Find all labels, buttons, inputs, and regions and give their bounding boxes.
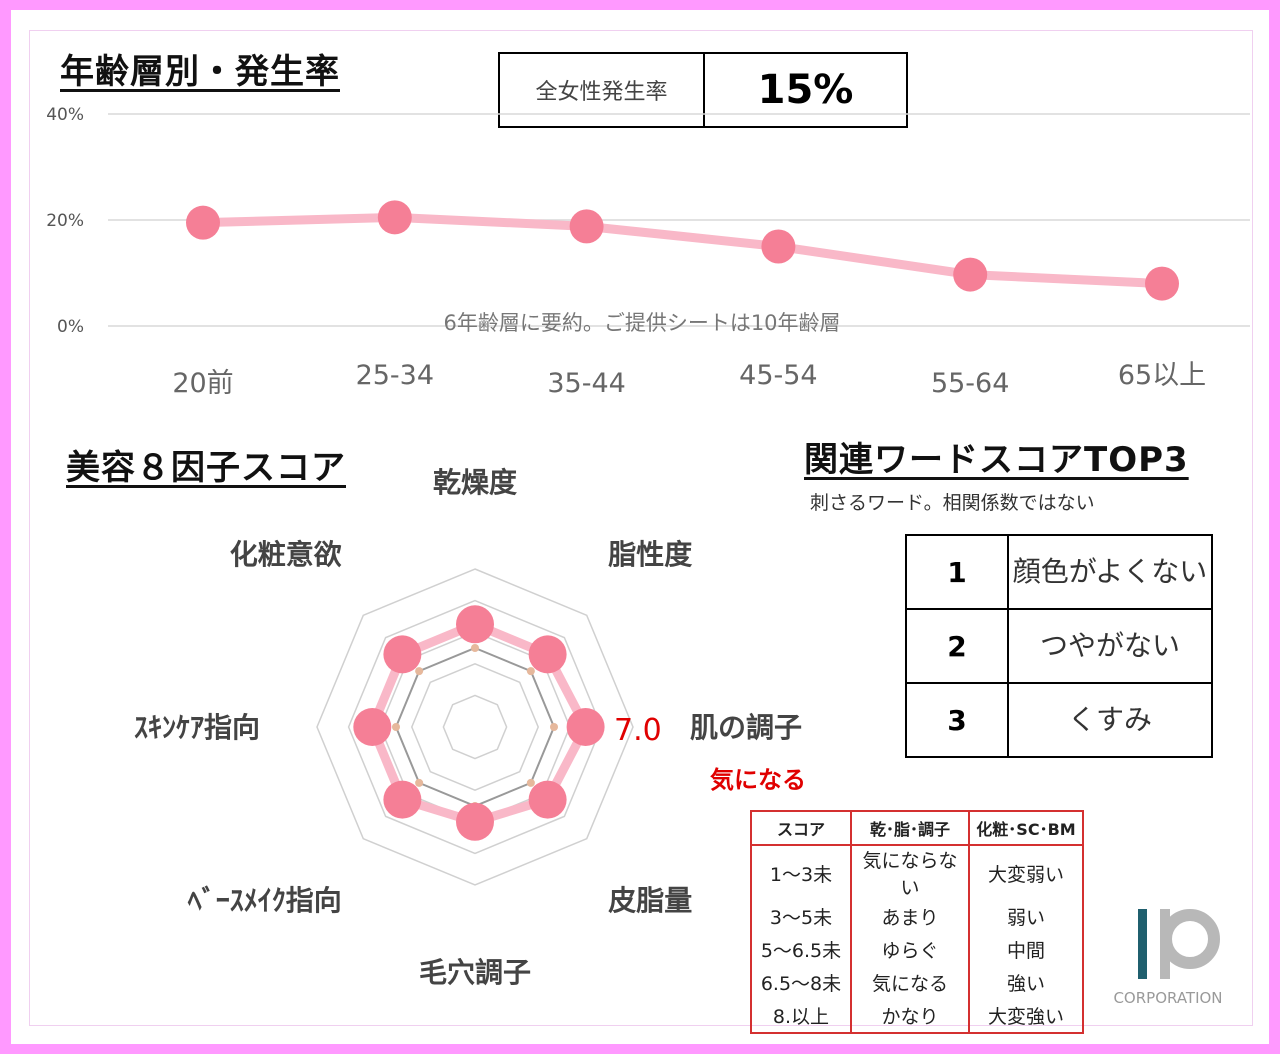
legend-cell: 弱い (968, 900, 1083, 933)
reference-point (415, 667, 424, 676)
company-logo: CORPORATION (1113, 909, 1223, 1007)
series-line (202, 212, 1163, 289)
y-tick-label: 40% (46, 105, 84, 125)
data-point (1145, 266, 1179, 301)
legend-cell: 6.5～8未 (760, 973, 842, 995)
reference-point (526, 667, 535, 676)
x-tick-label: 35-44 (547, 368, 625, 399)
data-point (456, 605, 494, 644)
x-tick-label: 20前 (172, 368, 233, 399)
y-tick-label: 0% (57, 317, 84, 337)
legend-header: 乾･脂･調子 (850, 811, 969, 846)
legend-header: スコア (751, 811, 851, 846)
data-point (377, 200, 412, 235)
age-line-chart: 0% 20% 40% 20前 25-34 35-44 45-54 55-64 65以上 6年齢層に… (46, 105, 1250, 399)
radar-axis-label: ｽｷﾝｹｱ指向 (134, 711, 260, 744)
rank-word: 顔色がよくない (1007, 534, 1213, 610)
radar-axis-label: 脂性度 (608, 538, 692, 571)
table-row: 1 顔色がよくない (905, 534, 1213, 610)
radar-axis-label: 化粧意欲 (230, 538, 342, 571)
radar-grid-ring (316, 568, 634, 886)
reference-point (526, 778, 535, 787)
radar-grid-ring (442, 694, 508, 760)
age-section-title: 年齢層別・発生率 (60, 52, 340, 92)
table-header-row: スコア 乾･脂･調子 化粧･SC･BM (751, 811, 1083, 846)
overall-rate-label: 全女性発生率 (500, 54, 705, 126)
radar-value-label: 7.0 (614, 713, 662, 748)
legend-cell: 3～5未 (769, 907, 833, 929)
data-point (566, 708, 605, 746)
radar-axis-label: 毛穴調子 (419, 956, 531, 989)
table-row: 8.以上 かなり 大変強い (751, 999, 1083, 1033)
beauty-section-title: 美容８因子スコア (66, 448, 346, 488)
data-point (528, 635, 567, 674)
y-tick-label: 20% (46, 211, 84, 231)
table-row: 5～6.5未 ゆらぐ 中間 (751, 933, 1083, 966)
radar-grid-ring (347, 599, 603, 855)
reference-point (392, 723, 400, 731)
legend-cell: あまり (850, 900, 969, 933)
overall-rate-box: 全女性発生率 15% (498, 52, 908, 128)
data-point (383, 780, 422, 819)
rank-number: 1 (905, 534, 1009, 610)
overall-rate-value: 15% (757, 67, 854, 113)
data-point (761, 229, 796, 264)
data-point (186, 205, 220, 240)
table-row: 3 くすみ (905, 682, 1213, 758)
legend-cell: 1～3未 (769, 863, 833, 886)
legend-cell: 気になる (850, 966, 969, 999)
reference-point (415, 778, 424, 787)
logo-text: CORPORATION (1113, 989, 1222, 1007)
rank-number: 3 (905, 682, 1009, 758)
legend-cell: 大変弱い (968, 845, 1083, 900)
reference-point (550, 723, 558, 731)
legend-header: 化粧･SC･BM (968, 811, 1083, 846)
legend-cell: 5～6.5未 (760, 940, 842, 962)
legend-cell: 大変強い (968, 999, 1083, 1033)
rank-word: つやがない (1007, 608, 1213, 684)
radar-axis-label: 乾燥度 (433, 466, 517, 499)
chart-note: 6年齢層に要約。ご提供シートは10年齢層 (443, 311, 840, 335)
table-row: 2 つやがない (905, 608, 1213, 684)
data-point (569, 209, 604, 244)
data-point (456, 802, 494, 841)
table-row: 1～3未 気にならない 大変弱い (751, 845, 1083, 900)
legend-cell: 中間 (968, 933, 1083, 966)
table-row: 3～5未 あまり 弱い (751, 900, 1083, 933)
legend-cell: 強い (968, 966, 1083, 999)
highlight-note: 気になる (710, 766, 806, 794)
rank-word: くすみ (1007, 682, 1213, 758)
score-legend-table: スコア 乾･脂･調子 化粧･SC･BM 1～3未 気にならない 大変弱い 3～5… (750, 810, 1084, 1034)
radar-axis-label: 皮脂量 (608, 884, 692, 917)
data-point (953, 257, 988, 292)
radar-axis-label: 肌の調子 (690, 711, 802, 744)
legend-cell: かなり (850, 999, 969, 1033)
data-point (528, 780, 567, 819)
words-section-subtitle: 刺さるワード。相関係数ではない (810, 492, 1095, 514)
data-point (383, 635, 422, 674)
word-rank-table: 1 顔色がよくない 2 つやがない 3 くすみ (905, 534, 1213, 758)
legend-cell: ゆらぐ (850, 933, 969, 966)
x-tick-label: 55-64 (931, 368, 1009, 399)
data-point (353, 708, 392, 746)
table-row: 6.5～8未 気になる 強い (751, 966, 1083, 999)
reference-point (471, 644, 479, 652)
x-tick-label: 25-34 (356, 360, 434, 391)
rank-number: 2 (905, 608, 1009, 684)
words-section-title: 関連ワードスコアTOP3 (804, 440, 1189, 480)
radar-axis-label: ﾍﾞｰｽﾒｲｸ指向 (187, 884, 342, 917)
legend-cell: 8.以上 (772, 1006, 830, 1028)
x-tick-label: 65以上 (1118, 360, 1206, 391)
legend-cell: 気にならない (850, 845, 969, 900)
x-tick-label: 45-54 (739, 360, 817, 391)
radar-grid-ring (410, 662, 540, 792)
